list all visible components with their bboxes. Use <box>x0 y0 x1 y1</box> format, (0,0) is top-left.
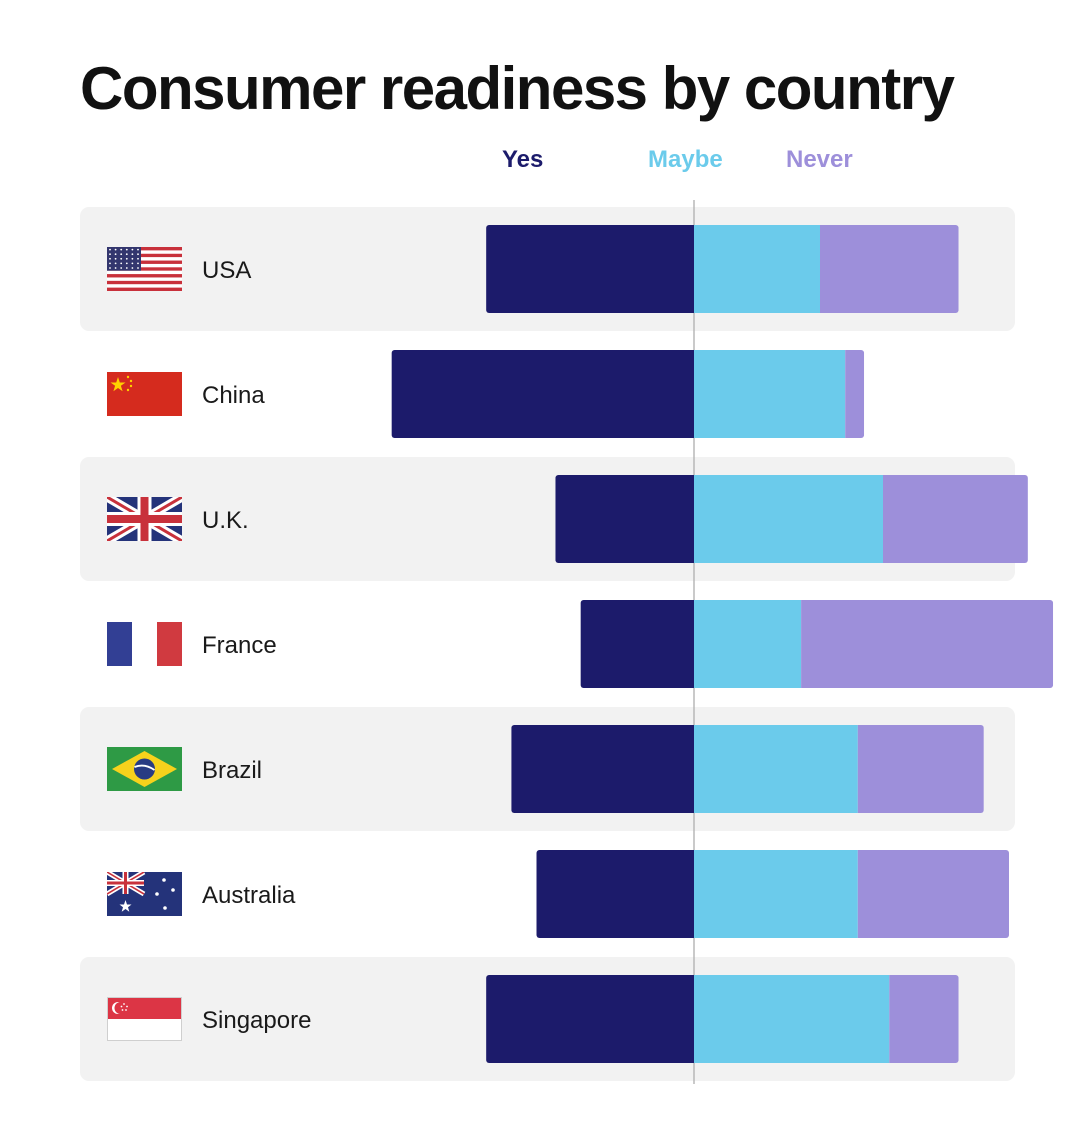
bar-yes <box>536 850 694 938</box>
country-label: Singapore <box>202 1007 311 1034</box>
bar-group <box>555 475 1028 563</box>
china-flag-icon <box>107 372 182 416</box>
bar-maybe <box>694 350 846 438</box>
france-flag-icon <box>107 622 182 666</box>
bar-maybe <box>694 725 858 813</box>
bar-group <box>580 600 1054 688</box>
bar-yes <box>511 725 694 813</box>
country-label: USA <box>202 257 251 284</box>
bar-yes <box>580 600 694 688</box>
bar-yes <box>391 350 694 438</box>
bar-yes <box>486 975 694 1063</box>
bar-never <box>801 600 1054 688</box>
bar-group <box>391 350 865 438</box>
country-label: China <box>202 382 265 409</box>
bar-never <box>857 850 1009 938</box>
bar-never <box>820 225 959 313</box>
country-label: Australia <box>202 882 296 909</box>
legend-yes: Yes <box>502 146 544 173</box>
bar-never <box>883 475 1028 563</box>
bar-maybe <box>694 225 820 313</box>
uk-flag-icon <box>107 497 182 541</box>
bar-maybe <box>694 475 883 563</box>
australia-flag-icon <box>107 872 182 916</box>
bar-never <box>857 725 984 813</box>
country-label: Brazil <box>202 757 262 784</box>
chart-title: Consumer readiness by country <box>80 55 955 122</box>
bar-group <box>536 850 1009 938</box>
bar-yes <box>486 225 694 313</box>
bar-group <box>486 975 959 1063</box>
bar-never <box>845 350 865 438</box>
usa-flag-icon <box>107 247 182 291</box>
bar-yes <box>555 475 694 563</box>
bar-never <box>889 975 959 1063</box>
bar-maybe <box>694 975 890 1063</box>
country-label: France <box>202 632 277 659</box>
legend-maybe: Maybe <box>648 146 723 173</box>
legend-never: Never <box>786 146 853 173</box>
brazil-flag-icon <box>107 747 182 791</box>
bar-group <box>486 225 959 313</box>
bar-maybe <box>694 850 858 938</box>
singapore-flag-icon <box>107 997 182 1041</box>
country-label: U.K. <box>202 507 249 534</box>
bar-maybe <box>694 600 802 688</box>
bar-group <box>511 725 984 813</box>
